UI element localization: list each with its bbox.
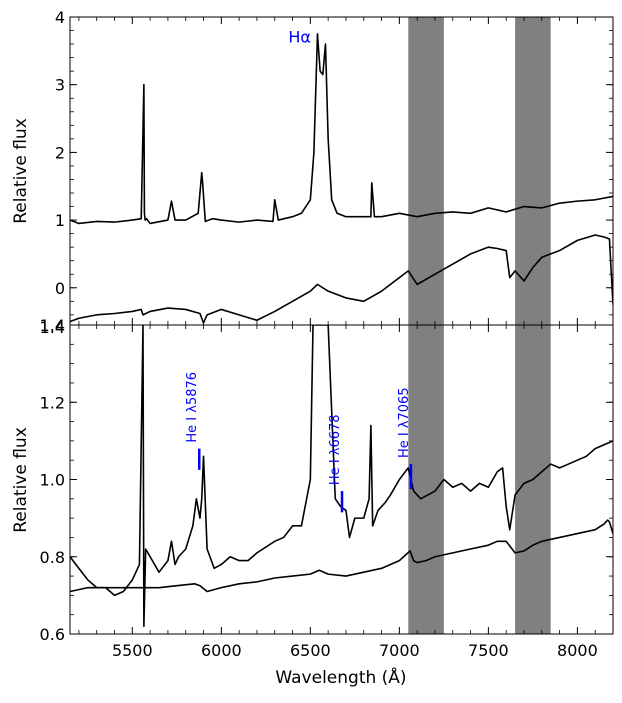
top-ytick-label-1: 1: [55, 211, 65, 230]
top-panel: 0 1 2 3 4 Hα Relative flux: [11, 8, 614, 326]
top-series-group: [70, 33, 613, 324]
halpha-annotation: Hα: [288, 28, 311, 47]
xtick-label-2: 6500: [290, 641, 331, 660]
bottom-plot-frame: [69, 324, 614, 635]
bottom-line-markers: He I λ5876 He I λ6678 He I λ7065: [185, 372, 413, 513]
top-ytick-label-4: 4: [55, 8, 65, 27]
xtick-label-5: 8000: [557, 641, 598, 660]
bottom-shaded-bands: [408, 325, 551, 634]
top-ytick-label-0: 0: [55, 279, 65, 298]
bottom-ytick-label-3: 1.2: [40, 393, 65, 412]
bottom-shaded-band-0: [408, 325, 444, 634]
bottom-panel: 5500 6000 6500 7000 7500 80000.60.81.01.21.41…: [11, 316, 614, 660]
x-axis-label: Wavelength (Å): [275, 666, 406, 688]
bottom-spectrum-line-1: [70, 519, 613, 593]
bottom-ytick-label-2: 1.0: [40, 471, 65, 490]
top-shaded-band-1: [515, 17, 551, 325]
xtick-label-3: 7000: [379, 641, 420, 660]
bottom-spectrum-line-0: [70, 325, 613, 628]
top-shaded-band-0: [408, 17, 444, 325]
he-line-label-2: He I λ7065: [397, 387, 412, 458]
top-spectrum-line-0: [70, 33, 613, 225]
he-line-label-0: He I λ5876: [185, 372, 200, 443]
bottom-series-group: [70, 325, 613, 628]
top-shaded-bands: [408, 17, 551, 325]
bottom-ytick-label-0: 0.6: [40, 625, 65, 644]
bottom-ytick-label-4: 1.4: [40, 316, 65, 335]
xtick-label-1: 6000: [201, 641, 242, 660]
top-ytick-label-3: 3: [55, 76, 65, 95]
top-ytick-label-2: 2: [55, 143, 65, 162]
xtick-label-0: 5500: [112, 641, 153, 660]
xtick-label-4: 7500: [468, 641, 509, 660]
bottom-axis-ticks: 5500 6000 6500 7000 7500 80000.60.81.01.21.41…: [40, 316, 614, 660]
bottom-ytick-label-1: 0.8: [40, 548, 65, 567]
bottom-ylabel: Relative flux: [11, 427, 31, 533]
top-annotations: Hα: [288, 28, 311, 47]
top-spectrum-line-1: [70, 234, 613, 324]
top-ylabel: Relative flux: [11, 118, 31, 224]
he-line-label-1: He I λ6678: [328, 414, 343, 485]
overlap-tick-label: 1.4: [40, 318, 65, 337]
